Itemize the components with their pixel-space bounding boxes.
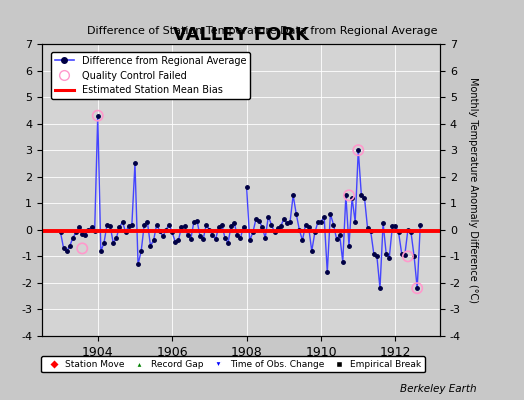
- Point: [345, 192, 353, 198]
- Title: VALLEY FORK: VALLEY FORK: [173, 26, 309, 44]
- Point: [94, 112, 102, 119]
- Y-axis label: Monthly Temperature Anomaly Difference (°C): Monthly Temperature Anomaly Difference (…: [468, 77, 478, 303]
- Point: [413, 285, 421, 292]
- Text: Berkeley Earth: Berkeley Earth: [400, 384, 477, 394]
- Point: [354, 147, 363, 153]
- Point: [403, 253, 412, 260]
- Text: Difference of Station Temperature Data from Regional Average: Difference of Station Temperature Data f…: [87, 26, 437, 36]
- Point: [78, 245, 86, 252]
- Legend: Station Move, Record Gap, Time of Obs. Change, Empirical Break: Station Move, Record Gap, Time of Obs. C…: [41, 356, 425, 372]
